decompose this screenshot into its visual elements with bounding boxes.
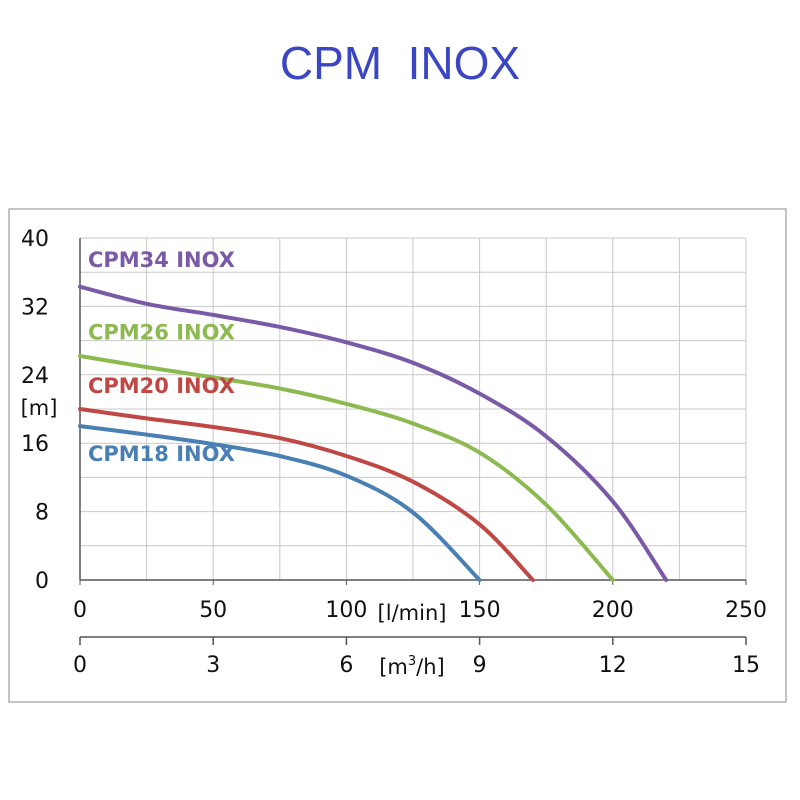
series-line-cpm18-inox <box>78 424 482 582</box>
x2-tick-label: 15 <box>732 653 760 678</box>
y-tick-label: 8 <box>35 501 49 526</box>
series-line-cpm20-inox <box>78 407 535 582</box>
series-label-cpm18-inox: CPM18 INOX <box>88 442 235 466</box>
x2-label-end: /h] <box>416 655 445 679</box>
y-tick-label: 24 <box>21 364 49 389</box>
x2-label-base: [m <box>379 655 408 679</box>
series-label-cpm20-inox: CPM20 INOX <box>88 374 235 398</box>
x-tick-label: 100 <box>325 598 367 623</box>
y-axis-label: [m] <box>21 396 58 420</box>
x-tick-label: 50 <box>199 598 227 623</box>
x-tick-label: 0 <box>73 598 87 623</box>
x-axis-label: [l/min] <box>378 601 447 625</box>
x2-label-sup: 3 <box>408 654 416 669</box>
x2-tick-label: 12 <box>599 653 627 678</box>
x2-tick-label: 6 <box>339 653 353 678</box>
y-tick-label: 16 <box>21 432 49 457</box>
series-line-cpm34-inox <box>78 284 669 582</box>
y-tick-label: 40 <box>21 227 49 252</box>
grid <box>79 237 747 581</box>
chart-frame <box>8 208 787 703</box>
x2-axis-label: [m3/h] <box>379 654 445 679</box>
x-tick-label: 200 <box>592 598 634 623</box>
x2-tick-label: 3 <box>206 653 220 678</box>
x-tick-label: 150 <box>459 598 501 623</box>
x-tick-label: 250 <box>725 598 767 623</box>
x2-tick-label: 0 <box>73 653 87 678</box>
series-group <box>78 284 669 582</box>
series-label-cpm34-inox: CPM34 INOX <box>88 248 235 272</box>
y-tick-label: 32 <box>21 295 49 320</box>
labels-group: CPM34 INOX CPM26 INOX CPM20 INOX CPM18 INOX <box>88 248 235 466</box>
axes: 0 8 16 24 32 40 [m] 0 50 100 150 200 250 [l/min] 0 3 6 9 1… <box>21 227 767 679</box>
series-label-cpm26-inox: CPM26 INOX <box>88 321 235 345</box>
series-line-cpm26-inox <box>78 354 615 582</box>
x2-tick-label: 9 <box>473 653 487 678</box>
chart-title: CPM INOX <box>279 37 521 89</box>
y-tick-label: 0 <box>35 569 49 594</box>
